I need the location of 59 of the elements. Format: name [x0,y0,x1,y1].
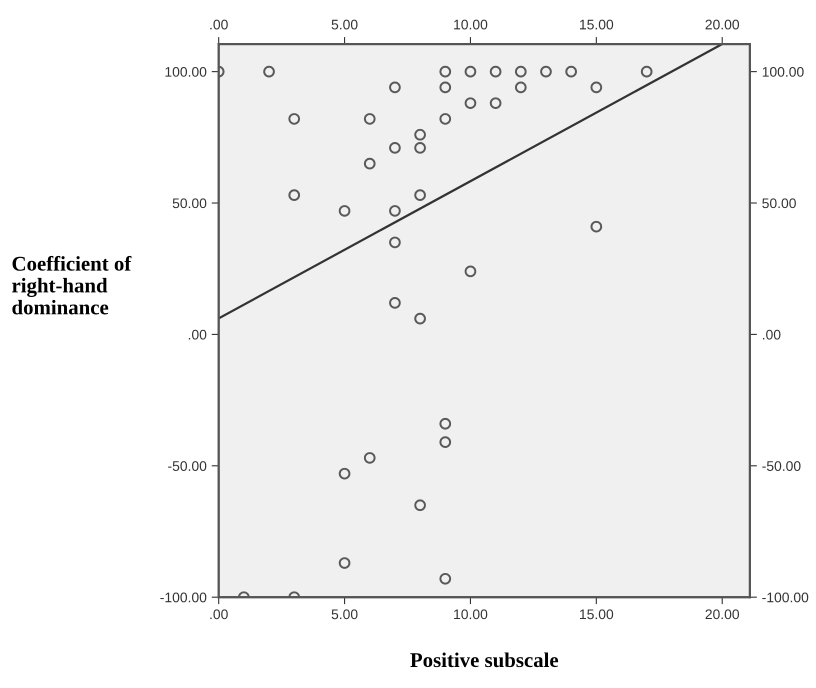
point [464,66,476,78]
point [439,66,452,78]
y-axis-title: Coefficient of right-hand dominance [12,256,132,314]
point [490,97,502,109]
point [439,436,452,448]
point [338,468,350,480]
x-tick-label: 10.00 [454,609,488,620]
point [640,66,653,78]
point [389,297,401,309]
point [389,142,401,154]
point [464,97,476,109]
y-tick-label: -50.00 [168,461,206,471]
y2-tick-label: 100.00 [762,66,804,77]
x-tick-label: 20.00 [706,609,740,620]
y2-tick-label: -50.00 [762,461,801,471]
point [439,82,452,94]
point [514,82,527,94]
point [414,499,426,512]
y2-tick-label: .00 [762,330,780,340]
point [590,82,602,94]
x-tick-label: 5.00 [332,609,358,620]
y-tick-label: 100.00 [165,66,206,77]
point [464,266,476,278]
point [514,66,527,78]
x2-tick-label: 5.00 [332,20,358,30]
point [364,113,376,125]
x-tick-label: 15.00 [580,609,614,620]
x2-tick-label: 15.00 [580,20,614,30]
point [439,418,452,430]
point [414,128,426,141]
point [439,113,452,125]
point [389,82,401,94]
point [288,113,300,125]
y2-tick-label: -100.00 [762,592,808,602]
point [338,557,350,569]
x2-tick-label: 20.00 [706,20,740,30]
point [414,142,426,154]
point [389,205,401,217]
point [288,189,300,201]
y-tick-label: 50.00 [172,198,206,208]
y-tick-label: .00 [188,330,206,340]
point [338,205,350,217]
x-tick-label: .00 [210,609,228,620]
point [439,572,452,585]
point [590,220,602,232]
point [389,236,401,248]
x2-tick-label: 10.00 [454,20,488,30]
point [414,312,426,324]
point [364,452,376,464]
x2-tick-label: .00 [210,20,228,30]
point [565,66,577,78]
point [490,66,502,78]
point [414,189,426,201]
point [364,158,376,170]
y-tick-label: -100.00 [160,592,206,602]
point [540,66,552,78]
x-axis-title: Positive subscale [410,652,558,668]
y2-tick-label: 50.00 [762,198,796,208]
point [263,66,275,78]
